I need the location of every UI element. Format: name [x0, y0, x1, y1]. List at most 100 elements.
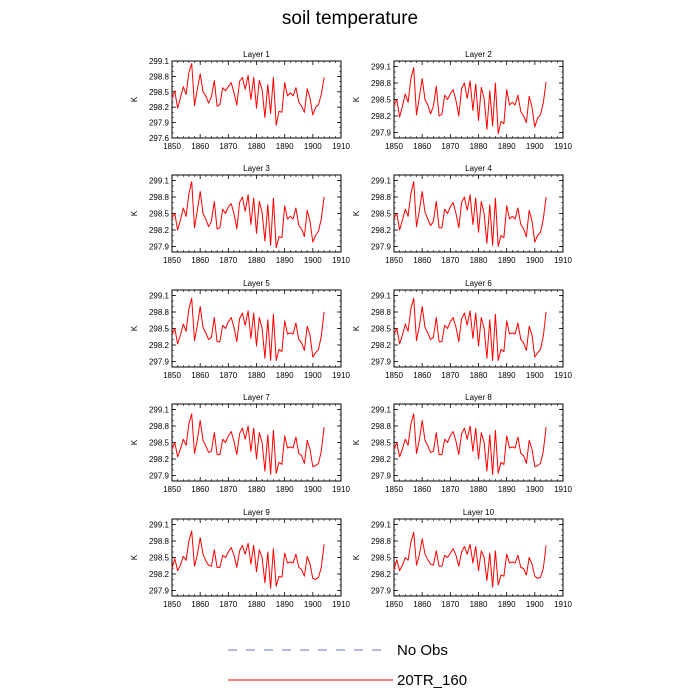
- x-tick-label: 1860: [191, 142, 209, 151]
- panel-title: Layer 10: [463, 508, 495, 517]
- y-tick-label: 297.9: [149, 243, 170, 252]
- y-axis-label: K: [352, 325, 361, 331]
- series-line-20tr-160: [393, 413, 547, 475]
- y-axis-label: K: [130, 554, 139, 560]
- series-line-20tr-160: [171, 63, 325, 126]
- x-tick-label: 1890: [276, 256, 294, 265]
- panel-layer-9: Layer 9 1850 1860 1870 1880 1890 1900 1910 297.9…: [130, 508, 350, 609]
- y-tick-label: 299.1: [371, 177, 392, 186]
- y-tick-label: 299.1: [149, 292, 170, 301]
- x-tick-label: 1890: [276, 371, 294, 380]
- x-tick-label: 1850: [163, 371, 181, 380]
- x-tick-label: 1900: [304, 600, 322, 609]
- x-tick-label: 1860: [413, 142, 431, 151]
- x-tick-label: 1880: [470, 256, 488, 265]
- panel-layer-7: Layer 7 1850 1860 1870 1880 1890 1900 1910 297.9…: [130, 393, 350, 494]
- x-tick-label: 1850: [385, 485, 403, 494]
- x-tick-label: 1850: [163, 600, 181, 609]
- x-tick-label: 1910: [332, 142, 350, 151]
- x-tick-label: 1900: [304, 256, 322, 265]
- x-tick-label: 1850: [385, 600, 403, 609]
- series-line-20tr-160: [393, 531, 547, 588]
- y-tick-label: 299.1: [149, 57, 170, 66]
- y-tick-label: 297.9: [149, 358, 170, 367]
- y-tick-label: 298.5: [149, 210, 170, 219]
- x-tick-label: 1910: [554, 256, 572, 265]
- y-tick-label: 298.8: [149, 308, 170, 317]
- y-tick-label: 297.6: [149, 134, 170, 143]
- series-line-20tr-160: [393, 297, 547, 361]
- x-tick-label: 1870: [441, 142, 459, 151]
- y-tick-label: 298.2: [149, 341, 170, 350]
- y-tick-label: 298.5: [371, 210, 392, 219]
- x-tick-label: 1860: [413, 600, 431, 609]
- panel-title: Layer 4: [465, 164, 492, 173]
- y-tick-label: 297.9: [371, 472, 392, 481]
- x-tick-label: 1860: [191, 371, 209, 380]
- x-tick-label: 1860: [413, 256, 431, 265]
- y-tick-label: 299.1: [149, 521, 170, 530]
- y-tick-label: 299.1: [149, 177, 170, 186]
- x-tick-label: 1900: [526, 485, 544, 494]
- y-axis-label: K: [130, 96, 139, 102]
- y-tick-label: 298.2: [371, 112, 392, 121]
- plot-frame: [171, 289, 342, 368]
- x-tick-label: 1850: [163, 256, 181, 265]
- y-axis-label: K: [352, 439, 361, 445]
- series-line-20tr-160: [171, 297, 325, 361]
- x-tick-label: 1870: [219, 256, 237, 265]
- panel-title: Layer 3: [243, 164, 270, 173]
- x-tick-label: 1890: [498, 142, 516, 151]
- y-tick-label: 297.9: [149, 119, 170, 128]
- y-tick-label: 298.5: [149, 88, 170, 97]
- x-tick-label: 1860: [413, 371, 431, 380]
- y-tick-label: 298.8: [371, 308, 392, 317]
- x-tick-label: 1850: [163, 142, 181, 151]
- x-tick-label: 1880: [248, 142, 266, 151]
- x-tick-label: 1880: [470, 600, 488, 609]
- x-tick-label: 1870: [219, 600, 237, 609]
- panel-layer-5: Layer 5 1850 1860 1870 1880 1890 1900 1910 297.9…: [130, 279, 350, 380]
- panel-title: Layer 7: [243, 393, 270, 402]
- y-tick-label: 298.2: [371, 226, 392, 235]
- x-tick-label: 1870: [441, 600, 459, 609]
- series-line-20tr-160: [171, 530, 325, 589]
- x-tick-label: 1870: [441, 256, 459, 265]
- y-tick-label: 299.1: [371, 292, 392, 301]
- y-axis-label: K: [352, 210, 361, 216]
- x-tick-label: 1860: [413, 485, 431, 494]
- series-line-20tr-160: [393, 181, 547, 247]
- panel-title: Layer 2: [465, 50, 492, 59]
- x-tick-label: 1850: [385, 142, 403, 151]
- plot-frame: [171, 518, 342, 597]
- x-tick-label: 1880: [470, 485, 488, 494]
- panel-layer-4: Layer 4 1850 1860 1870 1880 1890 1900 1910 297.9…: [352, 164, 572, 265]
- x-tick-label: 1910: [332, 256, 350, 265]
- y-tick-label: 298.2: [149, 226, 170, 235]
- x-tick-label: 1870: [219, 142, 237, 151]
- y-tick-label: 297.9: [371, 129, 392, 138]
- x-tick-label: 1880: [248, 600, 266, 609]
- y-axis-label: K: [130, 325, 139, 331]
- y-axis-label: K: [130, 210, 139, 216]
- y-tick-label: 298.8: [371, 422, 392, 431]
- x-tick-label: 1870: [441, 485, 459, 494]
- x-tick-label: 1860: [191, 600, 209, 609]
- panel-layer-3: Layer 3 1850 1860 1870 1880 1890 1900 1910 297.9…: [130, 164, 350, 265]
- legend: No Obs 20TR_160: [228, 642, 467, 689]
- x-tick-label: 1890: [276, 485, 294, 494]
- plot-frame: [171, 403, 342, 482]
- x-tick-label: 1850: [163, 485, 181, 494]
- x-tick-label: 1890: [498, 600, 516, 609]
- x-tick-label: 1850: [385, 256, 403, 265]
- x-tick-label: 1870: [441, 371, 459, 380]
- y-axis-label: K: [352, 96, 361, 102]
- y-tick-label: 299.1: [371, 406, 392, 415]
- x-tick-label: 1880: [248, 485, 266, 494]
- x-tick-label: 1850: [385, 371, 403, 380]
- x-tick-label: 1890: [276, 600, 294, 609]
- y-tick-label: 299.1: [371, 63, 392, 72]
- x-tick-label: 1890: [498, 371, 516, 380]
- y-tick-label: 298.5: [371, 96, 392, 105]
- y-tick-label: 298.5: [371, 325, 392, 334]
